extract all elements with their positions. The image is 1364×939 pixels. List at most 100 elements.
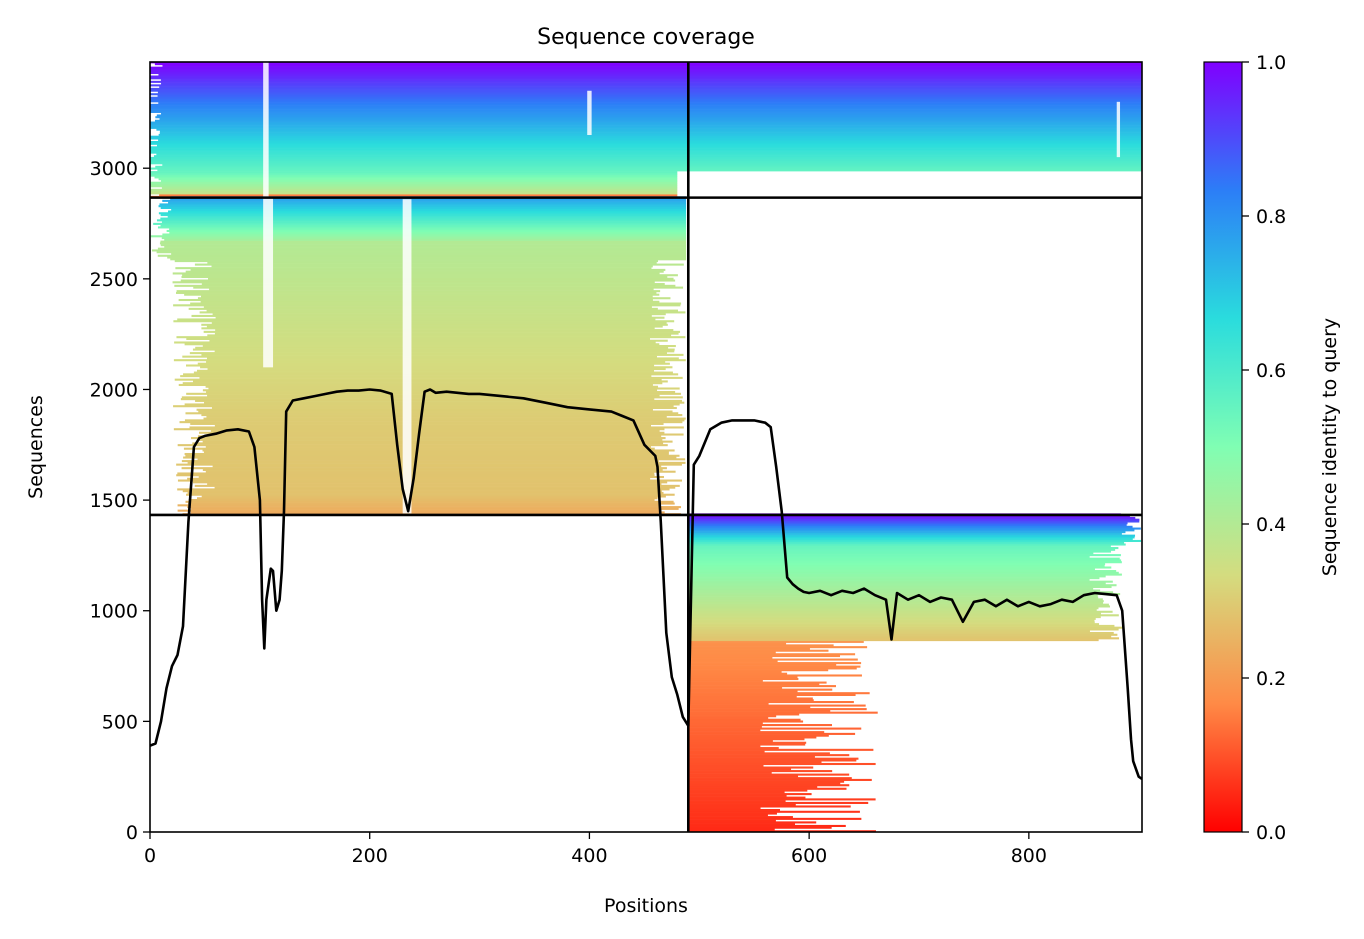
coverage-row bbox=[160, 79, 1142, 82]
coverage-row bbox=[200, 300, 660, 303]
coverage-row bbox=[688, 653, 856, 656]
coverage-row bbox=[688, 670, 782, 673]
y-tick-label: 1000 bbox=[90, 601, 138, 623]
coverage-row bbox=[156, 219, 687, 222]
coverage-row bbox=[688, 731, 825, 734]
coverage-row bbox=[688, 709, 831, 712]
coverage-gap bbox=[263, 62, 269, 198]
coverage-row bbox=[688, 624, 1115, 627]
coverage-row bbox=[184, 452, 669, 456]
coverage-row bbox=[164, 245, 687, 248]
coverage-row bbox=[150, 107, 1142, 110]
coverage-row bbox=[688, 562, 1106, 566]
coverage-row bbox=[168, 210, 687, 213]
coverage-row bbox=[186, 392, 681, 395]
coverage-row bbox=[688, 706, 811, 709]
coverage-row bbox=[688, 775, 799, 778]
coverage-row bbox=[210, 429, 660, 433]
coverage-row bbox=[176, 474, 655, 477]
coverage-row bbox=[688, 713, 800, 716]
coverage-row bbox=[688, 647, 810, 650]
coverage-row bbox=[688, 803, 796, 806]
coverage-row bbox=[187, 491, 664, 494]
coverage-row bbox=[160, 224, 687, 227]
coverage-row bbox=[688, 614, 1119, 617]
coverage-row bbox=[170, 198, 687, 201]
coverage-row bbox=[186, 493, 675, 496]
coverage-row bbox=[160, 214, 687, 217]
coverage-row bbox=[191, 314, 652, 317]
coverage-row bbox=[189, 352, 667, 355]
coverage-row bbox=[154, 119, 1142, 122]
coverage-row bbox=[688, 810, 860, 813]
colorbar-tick-label: 0.8 bbox=[1256, 206, 1286, 228]
coverage-row bbox=[688, 796, 806, 799]
coverage-row bbox=[214, 424, 652, 427]
coverage-row bbox=[150, 70, 1142, 73]
coverage-row bbox=[172, 281, 655, 284]
coverage-row bbox=[202, 449, 675, 452]
coverage-row bbox=[201, 327, 655, 330]
coverage-row bbox=[192, 348, 675, 351]
coverage-row bbox=[208, 277, 674, 280]
coverage-row bbox=[195, 399, 683, 402]
x-axis: 0 200 400 600 800 bbox=[144, 832, 1047, 867]
coverage-row bbox=[202, 468, 663, 471]
coverage-row bbox=[688, 777, 852, 780]
coverage-row bbox=[688, 596, 1099, 599]
coverage-row bbox=[177, 509, 662, 512]
coverage-row bbox=[184, 293, 660, 296]
coverage-row bbox=[160, 244, 687, 247]
coverage-row bbox=[688, 741, 807, 744]
coverage-row bbox=[150, 148, 1142, 151]
coverage-row bbox=[688, 585, 1112, 589]
coverage-row bbox=[206, 325, 663, 328]
coverage-row bbox=[688, 702, 769, 705]
coverage-row bbox=[192, 481, 668, 484]
coverage-row bbox=[161, 221, 687, 224]
coverage-row bbox=[156, 114, 1142, 117]
coverage-row bbox=[150, 100, 1142, 103]
coverage-gap bbox=[402, 199, 412, 514]
coverage-row bbox=[688, 761, 822, 764]
coverage-row bbox=[688, 718, 801, 721]
coverage-row bbox=[688, 821, 817, 824]
coverage-row bbox=[174, 378, 662, 381]
coverage-row bbox=[186, 337, 651, 340]
coverage-row bbox=[688, 814, 768, 817]
coverage-row bbox=[214, 486, 676, 489]
coverage-row bbox=[167, 256, 687, 259]
coverage-row bbox=[688, 520, 1140, 523]
coverage-row bbox=[162, 64, 1142, 67]
coverage-row bbox=[158, 102, 1142, 105]
coverage-row bbox=[176, 336, 686, 339]
coverage-row bbox=[688, 568, 1095, 571]
coverage-row bbox=[185, 270, 664, 273]
coverage-row bbox=[688, 522, 1128, 525]
coverage-row bbox=[207, 368, 666, 371]
coverage-row bbox=[688, 589, 1101, 592]
coverage-row bbox=[173, 320, 675, 323]
coverage-row bbox=[203, 451, 669, 454]
coverage-row bbox=[688, 727, 862, 730]
coverage-row bbox=[688, 729, 761, 732]
coverage-row bbox=[214, 332, 679, 335]
coverage-row bbox=[153, 222, 687, 225]
coverage-row bbox=[688, 720, 804, 723]
coverage-row bbox=[688, 725, 762, 728]
coverage-row bbox=[688, 610, 1113, 613]
colorbar-tick-label: 0.6 bbox=[1256, 360, 1286, 382]
coverage-row bbox=[688, 594, 1098, 597]
coverage-row bbox=[688, 711, 878, 714]
coverage-row bbox=[188, 502, 675, 505]
coverage-row bbox=[197, 438, 663, 441]
coverage-row bbox=[171, 252, 687, 256]
coverage-row bbox=[204, 401, 685, 404]
coverage-row bbox=[198, 431, 665, 434]
coverage-row bbox=[168, 201, 687, 204]
coverage-row bbox=[688, 633, 1118, 636]
coverage-line-layer bbox=[149, 388, 1143, 780]
coverage-row bbox=[688, 812, 777, 815]
coverage-row bbox=[688, 789, 808, 792]
coverage-row bbox=[688, 752, 830, 755]
